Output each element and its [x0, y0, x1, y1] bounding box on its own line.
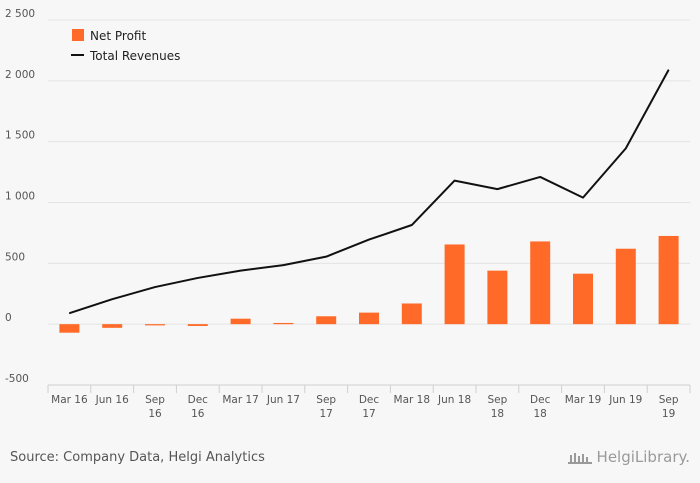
x-tick-label: Jun 18	[437, 394, 471, 406]
bar-net-profit	[359, 312, 379, 325]
y-tick-label: -500	[5, 373, 29, 385]
x-tick-label: Sep 16	[145, 394, 165, 420]
y-tick-label: 500	[5, 251, 25, 263]
x-tick-label: Sep 18	[488, 394, 508, 420]
source-note: Source: Company Data, Helgi Analytics	[10, 450, 265, 465]
library-building-icon	[567, 449, 593, 465]
bar-net-profit	[573, 273, 593, 325]
helgi-library-logo: HelgiLibrary.	[567, 448, 690, 466]
point-total-revenues	[282, 264, 284, 266]
point-total-revenues	[325, 256, 327, 258]
x-tick-label: Mar 18	[394, 394, 431, 406]
point-total-revenues	[111, 298, 113, 300]
y-tick-label: 2 000	[5, 69, 35, 81]
x-tick-label: Mar 19	[565, 394, 602, 406]
bar-net-profit	[102, 324, 123, 328]
y-axis: -500 0 500 1 000 1 500 2 000 2 500	[5, 8, 35, 385]
y-tick-label: 1 000	[5, 191, 35, 203]
x-tick-label: Sep 19	[659, 394, 679, 420]
net-profit-bars	[59, 235, 679, 333]
bar-net-profit	[273, 322, 294, 325]
bar-net-profit	[444, 244, 465, 325]
legend-swatch-net-profit	[72, 29, 84, 41]
point-total-revenues	[454, 180, 456, 182]
bar-net-profit	[658, 235, 679, 325]
x-tick-label: Dec 16	[188, 394, 209, 420]
point-total-revenues	[625, 147, 627, 149]
bar-net-profit	[230, 318, 251, 325]
grid-lines	[48, 19, 690, 386]
y-tick-label: 1 500	[5, 130, 35, 142]
brand-name: HelgiLibrary.	[596, 448, 690, 466]
point-total-revenues	[68, 312, 70, 314]
point-total-revenues	[582, 197, 584, 199]
bar-net-profit	[316, 316, 337, 325]
bar-net-profit	[530, 241, 551, 325]
point-total-revenues	[240, 270, 242, 272]
x-tick-label: Mar 16	[51, 394, 88, 406]
x-tick-label: Jun 17	[266, 394, 300, 406]
bar-net-profit	[145, 324, 165, 326]
point-total-revenues	[496, 188, 498, 190]
point-total-revenues	[197, 277, 199, 279]
y-tick-label: 2 500	[5, 8, 35, 20]
legend: Net Profit Total Revenues	[71, 29, 180, 63]
x-tick-label: Dec 17	[359, 394, 380, 420]
x-tick-label: Jun 16	[95, 394, 129, 406]
bar-net-profit	[59, 324, 80, 333]
total-revenues-line	[68, 69, 670, 315]
point-total-revenues	[368, 239, 370, 241]
point-total-revenues	[411, 224, 413, 226]
point-total-revenues	[539, 176, 541, 178]
point-total-revenues	[154, 286, 156, 288]
bar-net-profit	[187, 324, 208, 326]
y-tick-label: 0	[5, 312, 12, 324]
chart: -500 0 500 1 000 1 500 2 000 2 500 Mar 16 Jun 1…	[5, 8, 691, 420]
x-tick-label: Dec 18	[530, 394, 551, 420]
legend-label-net-profit: Net Profit	[90, 29, 146, 43]
bar-net-profit	[615, 248, 636, 325]
x-axis: Mar 16 Jun 16 Sep 16 Dec 16 Mar 17 Jun 17 Sep 17 D…	[47, 384, 691, 420]
bar-net-profit	[487, 270, 508, 325]
legend-label-total-revenues: Total Revenues	[89, 49, 180, 63]
x-tick-label: Jun 19	[608, 394, 642, 406]
x-tick-label: Mar 17	[222, 394, 259, 406]
x-tick-label: Sep 17	[316, 394, 336, 420]
point-total-revenues	[668, 69, 670, 71]
bar-net-profit	[401, 303, 422, 325]
